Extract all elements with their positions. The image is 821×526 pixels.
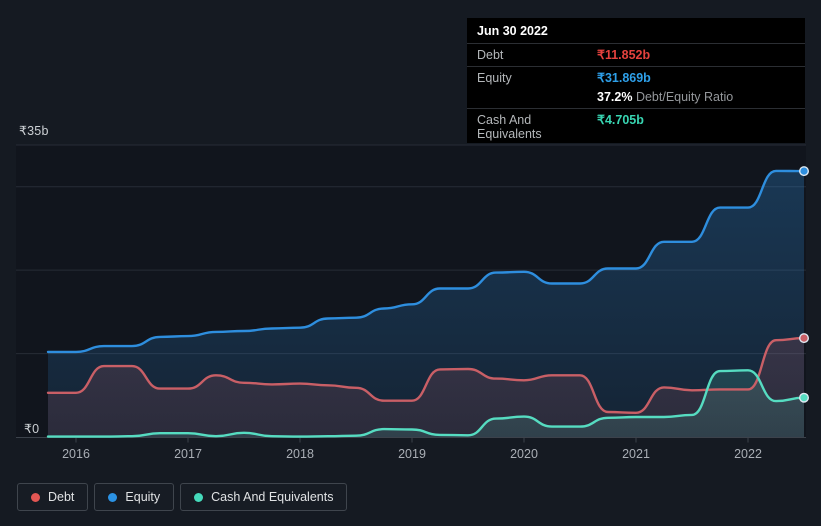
tooltip-cash-value: ₹4.705b xyxy=(597,113,644,127)
legend-item-cash[interactable]: Cash And Equivalents xyxy=(180,483,348,511)
cash-area-fill xyxy=(48,370,804,437)
legend-item-equity[interactable]: Equity xyxy=(94,483,175,511)
tooltip-ratio-value: 37.2% xyxy=(597,90,633,104)
equity-area-fill xyxy=(48,170,804,437)
x-axis-label-2022: 2022 xyxy=(734,447,762,461)
x-axis-label-2021: 2021 xyxy=(622,447,650,461)
tooltip-equity-value: ₹31.869b xyxy=(597,71,651,85)
tooltip-debt-row: Debt ₹11.852b xyxy=(467,44,805,67)
equity-endpoint-marker xyxy=(799,166,810,177)
debt-endpoint-marker xyxy=(799,333,810,344)
cash-line xyxy=(46,369,806,438)
cash-endpoint-marker xyxy=(799,392,810,403)
x-axis-label-2020: 2020 xyxy=(510,447,538,461)
x-axis-label-2018: 2018 xyxy=(286,447,314,461)
tooltip-cash-label: Cash And Equivalents xyxy=(477,113,542,141)
x-axis-label-2017: 2017 xyxy=(174,447,202,461)
x-axis-label-2019: 2019 xyxy=(398,447,426,461)
legend-item-debt[interactable]: Debt xyxy=(17,483,89,511)
legend-item-equity-label: Equity xyxy=(125,490,161,504)
tooltip-equity-row: Equity ₹31.869b xyxy=(467,67,805,87)
tooltip-cash-row: Cash And Equivalents ₹4.705b xyxy=(467,109,805,143)
y-axis-max-label: ₹35b xyxy=(19,124,49,138)
debt-equity-chart-canvas[interactable]: 2016 2017 2018 2019 2020 2021 2022 xyxy=(0,0,821,470)
tooltip-ratio-label: Debt/Equity Ratio xyxy=(635,90,734,104)
cash-legend-dot-icon xyxy=(194,492,204,502)
debt-line xyxy=(46,336,806,414)
tooltip-equity-label: Equity xyxy=(477,71,512,85)
tooltip-ratio-row: 37.2% Debt/Equity Ratio xyxy=(467,87,805,109)
legend-item-cash-label: Cash And Equivalents xyxy=(211,490,334,504)
chart-tooltip: Jun 30 2022 Debt ₹11.852b Equity ₹31.869… xyxy=(467,18,805,143)
y-axis-zero-label: ₹0 xyxy=(24,422,40,436)
tooltip-date: Jun 30 2022 xyxy=(467,18,805,44)
tooltip-debt-label: Debt xyxy=(477,48,504,62)
chart-legend: Debt Equity Cash And Equivalents xyxy=(17,483,348,511)
debt-legend-dot-icon xyxy=(31,492,40,502)
equity-line xyxy=(46,169,806,354)
x-axis-label-2016: 2016 xyxy=(62,447,90,461)
legend-item-debt-label: Debt xyxy=(48,490,75,504)
tooltip-debt-value: ₹11.852b xyxy=(597,48,651,62)
equity-legend-dot-icon xyxy=(108,492,118,502)
